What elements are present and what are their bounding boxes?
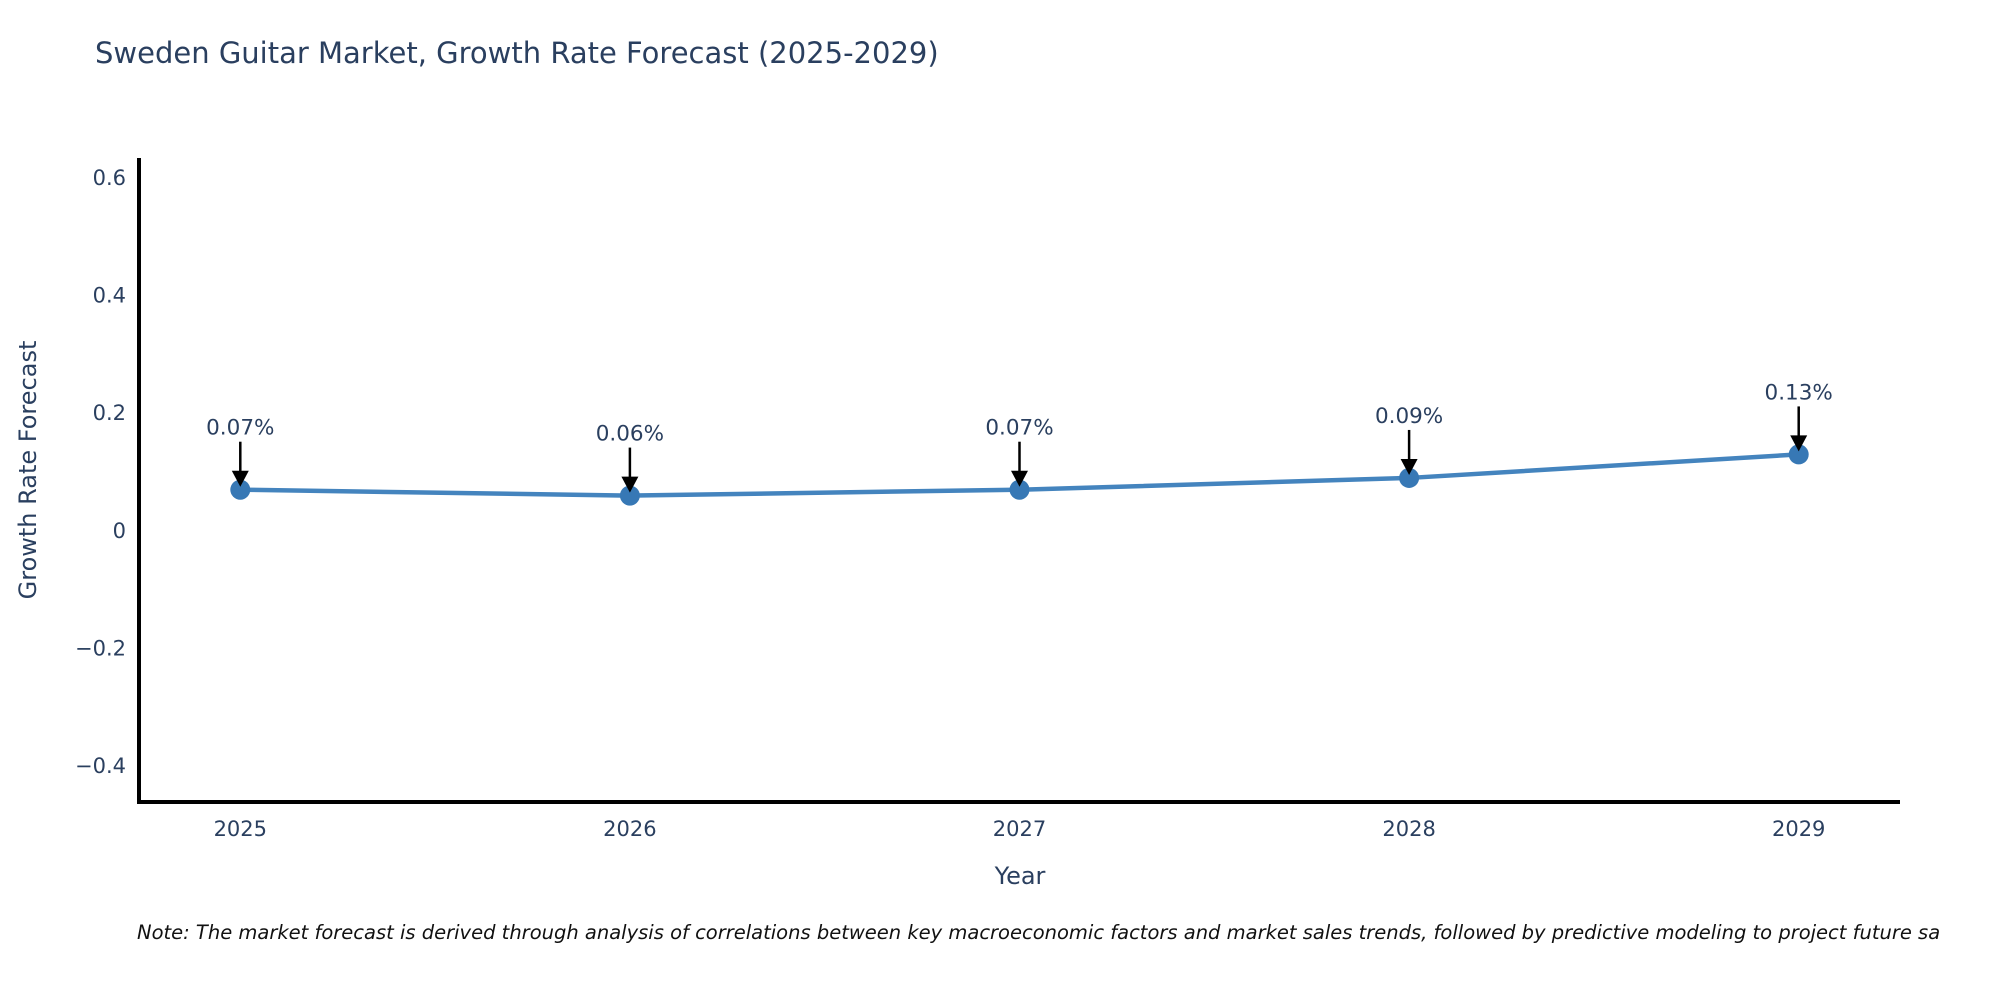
y-tick-label: 0.6 [93,166,126,190]
footnote: Note: The market forecast is derived thr… [137,921,1941,944]
annotation-label: 0.07% [206,416,274,441]
x-tick-label: 2029 [1772,817,1825,841]
x-axis-title: Year [994,862,1046,890]
data-point-marker[interactable] [230,479,251,500]
y-tick-label: −0.4 [75,754,126,778]
y-tick-label: 0.4 [93,284,126,308]
annotation-arrow-head [1790,435,1808,452]
data-point-marker[interactable] [1788,444,1809,465]
y-tick-label: −0.2 [75,636,126,660]
annotation-label: 0.07% [985,416,1053,441]
data-point-marker[interactable] [1009,479,1030,500]
data-point-marker[interactable] [619,485,640,506]
annotation-arrow-head [1011,470,1028,487]
x-tick-label: 2027 [993,817,1046,841]
y-tick-label: 0.2 [93,401,126,425]
y-tick-label: 0 [113,519,126,543]
annotation-arrow-head [231,470,249,487]
annotation-label: 0.09% [1375,404,1443,429]
x-tick-label: 2028 [1382,817,1435,841]
x-tick-label: 2025 [214,817,267,841]
x-tick-label: 2026 [603,817,656,841]
annotation-arrow-head [1400,458,1418,475]
annotation-label: 0.06% [596,422,664,447]
annotation-label: 0.13% [1765,380,1833,405]
data-point-marker[interactable] [1399,467,1420,488]
chart-title: Sweden Guitar Market, Growth Rate Foreca… [95,36,939,70]
annotation-arrow-head [621,476,639,493]
